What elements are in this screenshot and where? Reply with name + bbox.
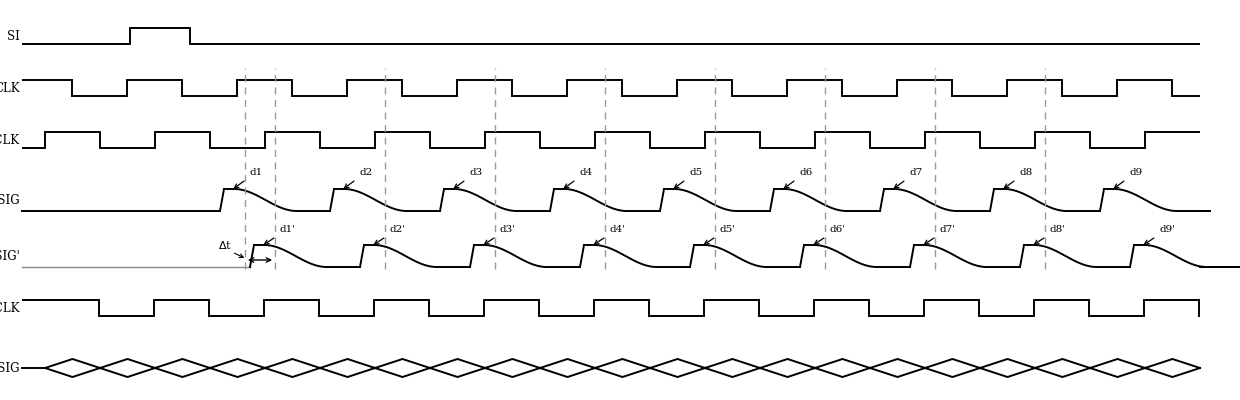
Text: d4': d4' (594, 225, 625, 244)
Text: d3': d3' (485, 225, 515, 244)
Text: d1': d1' (264, 225, 295, 244)
Text: d6': d6' (815, 225, 844, 244)
Text: $\Delta$t: $\Delta$t (218, 239, 232, 251)
Text: CDSCLK: CDSCLK (0, 134, 20, 146)
Text: d9: d9 (1115, 168, 1142, 188)
Text: d9': d9' (1145, 225, 1176, 244)
Text: SI: SI (7, 30, 20, 42)
Text: d8': d8' (1034, 225, 1065, 244)
Text: d1: d1 (234, 168, 262, 188)
Text: d6: d6 (785, 168, 812, 188)
Text: CLK: CLK (0, 82, 20, 94)
Text: d5: d5 (675, 168, 702, 188)
Text: d7: d7 (894, 168, 923, 188)
Text: A_SIG': A_SIG' (0, 250, 20, 262)
Text: A_SIG: A_SIG (0, 194, 20, 206)
Text: d4: d4 (564, 168, 593, 188)
Text: d2': d2' (374, 225, 405, 244)
Text: d3: d3 (454, 168, 482, 188)
Text: d5': d5' (704, 225, 735, 244)
Text: D_SIG: D_SIG (0, 362, 20, 374)
Text: ADCCLK: ADCCLK (0, 302, 20, 314)
Text: d2: d2 (345, 168, 372, 188)
Text: d8: d8 (1004, 168, 1032, 188)
Text: d7': d7' (925, 225, 955, 244)
